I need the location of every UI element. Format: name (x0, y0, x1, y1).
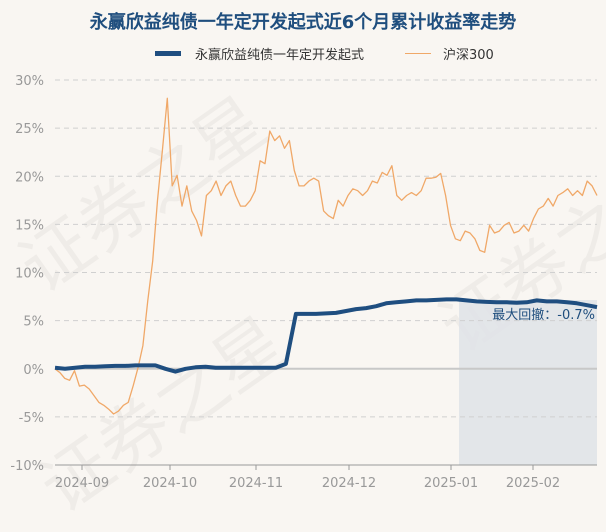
y-tick-label: 25% (15, 122, 44, 137)
chart-plot: 30% 25% 20% 15% 10% 5% 0% -5% -10% 2024-09 2024-10… (10, 74, 598, 491)
legend-swatch-hs300 (405, 52, 431, 55)
drawdown-region (459, 300, 597, 465)
legend-item-fund[interactable]: 永赢欣益纯债一年定开发起式 (155, 44, 364, 63)
x-tick-label: 2024-12 (322, 476, 376, 491)
legend-swatch-fund (155, 51, 181, 56)
max-drawdown-label: 最大回撤：-0.7% (492, 307, 595, 323)
y-tick-label: 10% (15, 267, 44, 282)
chart-title: 永赢欣益纯债一年定开发起式近6个月累计收益率走势 (89, 12, 517, 33)
legend-label-hs300: 沪深300 (443, 48, 494, 63)
x-tick-label: 2024-11 (229, 476, 283, 491)
y-tick-label: -10% (10, 459, 44, 474)
x-tick-label: 2024-10 (143, 476, 197, 491)
hs300-line (54, 97, 598, 415)
fund-line (54, 297, 598, 374)
y-tick-label: -5% (19, 411, 44, 426)
y-tick-label: 5% (23, 315, 44, 330)
x-tick-label: 2025-01 (424, 476, 478, 491)
y-tick-label: 0% (23, 363, 44, 378)
x-tick-label: 2024-09 (55, 476, 109, 491)
legend-item-hs300[interactable]: 沪深300 (405, 44, 494, 63)
y-tick-label: 30% (15, 74, 44, 89)
legend-label-fund: 永赢欣益纯债一年定开发起式 (195, 48, 365, 63)
y-tick-label: 15% (15, 218, 44, 233)
y-tick-label: 20% (15, 170, 44, 185)
x-tick-label: 2025-02 (506, 476, 560, 491)
